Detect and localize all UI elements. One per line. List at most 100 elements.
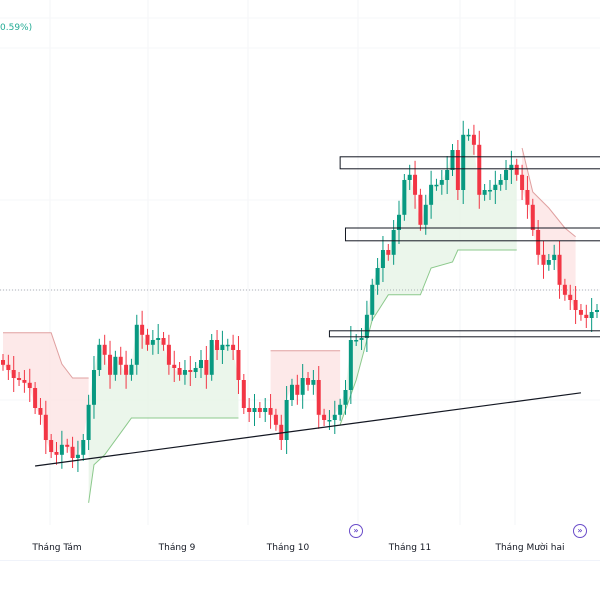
jump-to-realtime-icon[interactable]: » xyxy=(349,524,363,538)
candle-down xyxy=(471,134,476,145)
candle-down xyxy=(161,338,166,345)
resistance-trend-line xyxy=(3,332,89,379)
candle-down xyxy=(455,150,460,190)
candle-down xyxy=(514,164,519,175)
candle-up xyxy=(482,190,487,195)
ascending-trendline xyxy=(35,392,582,467)
candle-up xyxy=(225,344,230,347)
price-zone-rectangle xyxy=(344,227,600,242)
candle-up xyxy=(552,254,557,260)
x-tick-label: Tháng Mười hai xyxy=(495,543,565,553)
candle-down xyxy=(118,356,123,365)
support-trend-line xyxy=(88,417,239,503)
candle-down xyxy=(257,408,262,412)
candle-down xyxy=(145,334,150,345)
candle-down xyxy=(413,174,418,195)
price-zone-rectangle xyxy=(328,330,600,338)
candle-down xyxy=(386,250,391,255)
candle-down xyxy=(215,340,220,350)
candle-down xyxy=(43,414,48,440)
jump-to-realtime-icon[interactable]: » xyxy=(573,524,587,538)
price-zone-rectangle xyxy=(339,156,600,170)
candle-down xyxy=(541,254,546,265)
candle-up xyxy=(129,364,134,375)
candle-up xyxy=(504,170,509,180)
candle-down xyxy=(166,344,171,365)
candle-up xyxy=(407,174,412,180)
candle-up xyxy=(546,260,551,265)
candle-down xyxy=(172,364,177,368)
candle-down xyxy=(316,380,321,415)
candle-up xyxy=(97,344,102,370)
support-trend-line xyxy=(339,249,517,425)
candle-up xyxy=(332,414,337,420)
candle-down xyxy=(557,254,562,285)
candle-down xyxy=(306,378,311,385)
candle-up xyxy=(252,408,257,412)
candle-up xyxy=(134,324,139,365)
candle-up xyxy=(81,440,86,455)
candle-down xyxy=(241,380,246,408)
candle-down xyxy=(562,284,567,295)
candle-up xyxy=(509,164,514,170)
candle-up xyxy=(327,420,332,422)
candle-down xyxy=(140,324,145,335)
candle-up xyxy=(364,314,369,338)
candle-down xyxy=(22,380,27,383)
candle-down xyxy=(70,446,75,458)
candle-down xyxy=(268,408,273,415)
candle-up xyxy=(91,370,96,405)
candle-up xyxy=(156,338,161,340)
candle-up xyxy=(589,312,594,318)
price-change-text: 0.59%) xyxy=(0,23,33,33)
candle-down xyxy=(102,344,107,355)
candle-up xyxy=(220,344,225,350)
candle-down xyxy=(247,408,252,412)
candle-down xyxy=(188,370,193,372)
candle-down xyxy=(17,378,22,380)
resistance-trend-line xyxy=(521,147,576,238)
candle-down xyxy=(27,382,32,388)
candle-down xyxy=(6,364,11,370)
candle-down xyxy=(273,414,278,425)
candle-down xyxy=(573,300,578,310)
candle-up xyxy=(445,170,450,180)
candle-up xyxy=(182,370,187,375)
candle-up xyxy=(59,444,64,455)
support-band-fill xyxy=(88,324,239,503)
candle-down xyxy=(65,444,70,447)
resistance-band-fill xyxy=(3,332,89,458)
x-tick-label: Tháng Tám xyxy=(32,543,82,553)
x-tick-label: Tháng 10 xyxy=(266,543,310,553)
candle-up xyxy=(434,184,439,187)
time-axis-divider xyxy=(0,560,600,561)
candle-up xyxy=(391,230,396,255)
candle-up xyxy=(86,404,91,440)
candle-up xyxy=(263,408,268,412)
candle-down xyxy=(33,388,38,408)
candle-up xyxy=(439,180,444,185)
candle-down xyxy=(49,440,54,452)
candle-up xyxy=(348,340,353,390)
candle-down xyxy=(525,190,530,205)
candle-up xyxy=(450,150,455,170)
candle-up xyxy=(311,380,316,385)
candle-up xyxy=(289,384,294,400)
candle-up xyxy=(300,378,305,395)
candle-down xyxy=(11,370,16,378)
candle-up xyxy=(402,180,407,215)
candle-up xyxy=(113,356,118,375)
candle-down xyxy=(295,384,300,395)
candle-down xyxy=(236,350,241,380)
candle-down xyxy=(536,230,541,255)
candle-up xyxy=(380,250,385,268)
candle-down xyxy=(322,414,327,420)
x-tick-label: Tháng 11 xyxy=(388,543,432,553)
candle-up xyxy=(370,284,375,315)
candle-down xyxy=(418,194,423,225)
candle-up xyxy=(338,404,343,415)
candle-up xyxy=(343,390,348,405)
candle-up xyxy=(359,338,364,340)
